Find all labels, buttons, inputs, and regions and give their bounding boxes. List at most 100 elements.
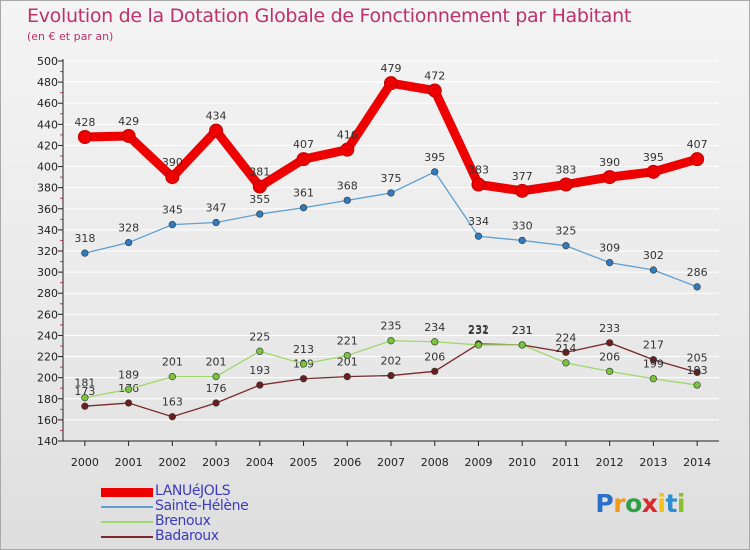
data-label: 213	[293, 343, 314, 356]
y-tick-label: 500	[37, 55, 58, 68]
x-tick-label: 2013	[639, 456, 667, 469]
data-point	[602, 170, 617, 185]
y-tick-label: 220	[37, 351, 58, 364]
data-label: 176	[206, 382, 227, 395]
y-tick-label: 420	[37, 139, 58, 152]
logo-letter: o	[625, 489, 642, 518]
data-point	[212, 373, 220, 381]
data-point	[81, 249, 89, 257]
data-label: 381	[249, 166, 270, 179]
data-label: 224	[555, 331, 576, 344]
data-point	[646, 164, 661, 179]
y-tick-label: 320	[37, 245, 58, 258]
data-label: 383	[468, 164, 489, 177]
data-label: 231	[512, 324, 533, 337]
data-point	[77, 130, 92, 144]
data-label: 345	[162, 204, 183, 217]
data-point	[606, 339, 614, 347]
data-label: 428	[74, 116, 95, 129]
logo-letter: t	[665, 489, 677, 518]
logo-letter: i	[676, 489, 686, 518]
chart-title: Evolution de la Dotation Globale de Fonc…	[27, 5, 632, 27]
data-label: 302	[643, 249, 664, 262]
data-point	[431, 168, 439, 176]
data-label: 225	[249, 330, 270, 343]
data-point	[518, 236, 526, 245]
logo-letter: i	[657, 489, 666, 518]
data-point	[209, 123, 224, 138]
data-point	[343, 373, 351, 381]
data-point	[693, 368, 701, 376]
data-point	[384, 76, 398, 91]
x-tick-label: 2006	[333, 456, 361, 469]
y-tick-label: 460	[37, 97, 58, 110]
y-tick-label: 480	[37, 76, 58, 89]
data-point	[431, 367, 439, 375]
data-label: 361	[293, 187, 314, 200]
series-line	[84, 340, 698, 399]
data-label: 325	[555, 225, 576, 238]
y-tick-label: 280	[37, 287, 58, 300]
data-point	[212, 399, 220, 407]
series-lanu-jols: 428 429 390 434 381 407 416 479 472 383 377 383 390 3…	[74, 62, 708, 198]
data-point	[606, 259, 614, 267]
data-point	[558, 177, 573, 192]
x-tick-label: 2000	[71, 456, 99, 469]
data-label: 193	[687, 364, 708, 377]
data-label: 434	[206, 110, 227, 123]
data-point	[343, 351, 351, 360]
logo-letter: P	[595, 489, 614, 518]
data-point	[693, 283, 701, 291]
data-label: 334	[468, 215, 489, 228]
x-tick-label: 2007	[377, 456, 405, 469]
logo-letter: r	[613, 489, 626, 518]
data-label: 390	[599, 156, 620, 169]
x-tick-label: 2002	[158, 456, 186, 469]
data-point	[387, 337, 395, 345]
data-point	[256, 381, 264, 389]
data-label: 407	[293, 138, 314, 151]
legend-swatch	[101, 506, 153, 508]
data-label: 377	[512, 170, 533, 183]
legend-label: Brenoux	[155, 513, 211, 529]
y-tick-label: 340	[37, 224, 58, 237]
data-label: 416	[337, 129, 358, 142]
y-tick-label: 160	[37, 414, 58, 427]
data-label: 383	[555, 164, 576, 177]
y-tick-label: 400	[37, 161, 58, 174]
x-tick-label: 2003	[202, 456, 230, 469]
data-label: 205	[687, 351, 708, 364]
data-label: 479	[381, 62, 402, 75]
x-tick-label: 2009	[464, 456, 492, 469]
chart-subtitle: (en € et par an)	[27, 30, 114, 43]
x-tick-label: 2012	[596, 456, 624, 469]
data-point	[121, 128, 136, 143]
data-label: 395	[643, 151, 664, 164]
data-point	[81, 402, 89, 410]
y-tick-label: 140	[37, 435, 58, 448]
data-label: 221	[337, 335, 358, 348]
data-label: 206	[599, 350, 620, 363]
data-point	[649, 375, 658, 383]
data-point	[124, 238, 133, 247]
logo-letter: x	[641, 489, 658, 518]
data-point	[427, 83, 442, 98]
data-label: 233	[599, 322, 620, 335]
data-label: 368	[337, 179, 358, 192]
legend-label: Sainte-Hélène	[155, 498, 249, 514]
data-label: 330	[512, 219, 533, 232]
data-point	[518, 341, 526, 349]
data-label: 173	[74, 385, 95, 398]
y-tick-label: 240	[37, 329, 58, 342]
data-label: 201	[337, 356, 358, 369]
data-point	[296, 152, 311, 167]
data-point	[431, 338, 439, 346]
series-brenoux: 181 189 201 201 225 213 221 235 234 231 231 214 206 1…	[74, 320, 708, 402]
data-point	[471, 177, 486, 192]
data-label: 375	[381, 172, 402, 185]
legend-swatch	[101, 487, 153, 497]
x-tick-label: 2011	[552, 456, 580, 469]
data-point	[474, 341, 483, 349]
x-tick-label: 2004	[246, 456, 274, 469]
